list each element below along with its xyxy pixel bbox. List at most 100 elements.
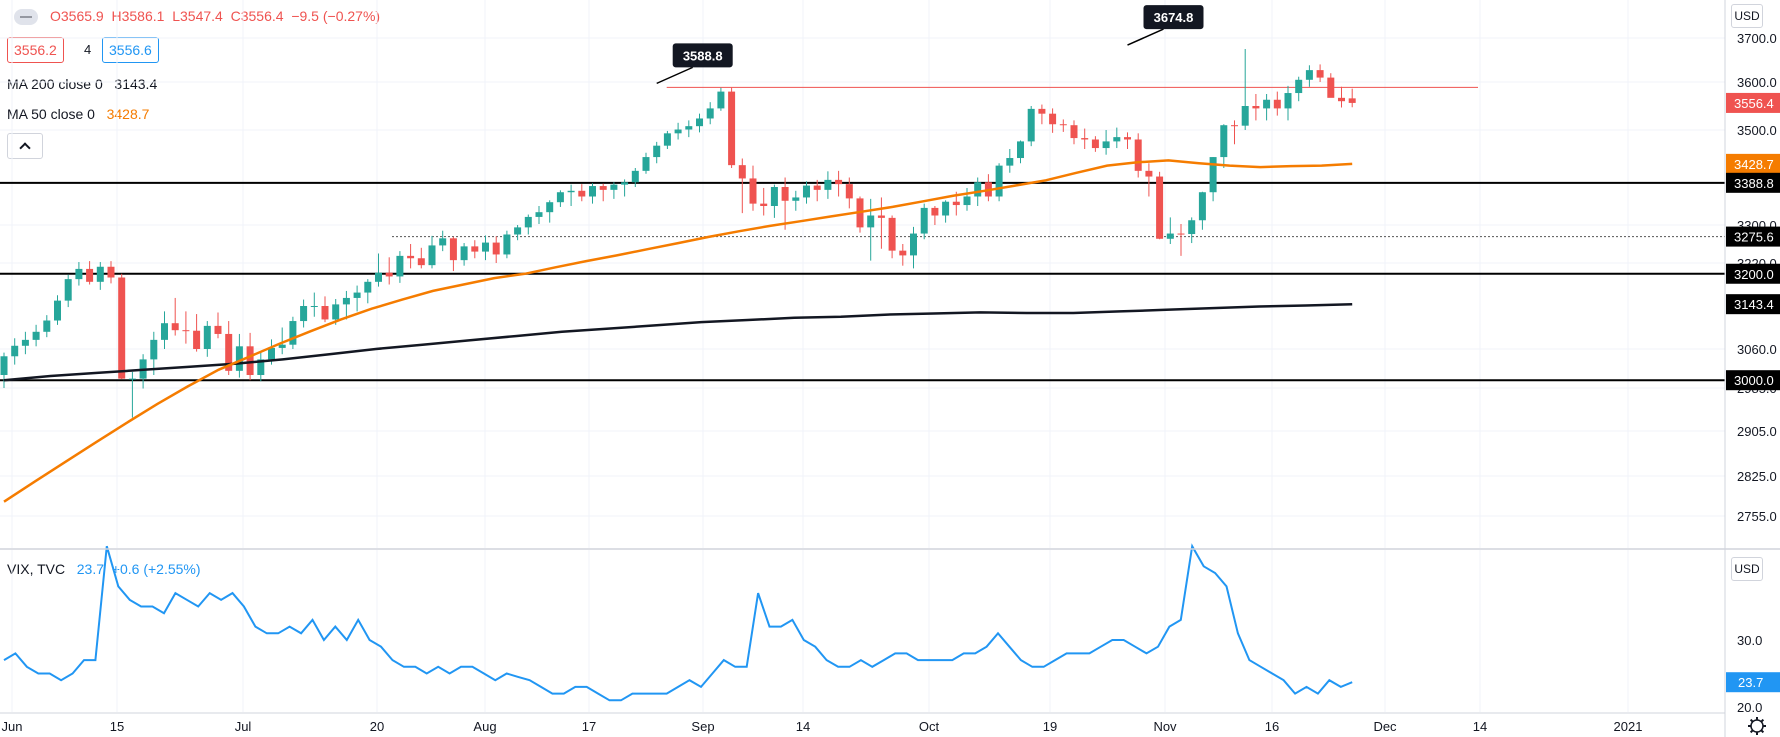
candle-body — [696, 118, 703, 127]
candle-body — [96, 266, 104, 282]
time-tick-label: 19 — [1043, 719, 1057, 734]
price-tag — [1726, 294, 1780, 315]
candle-body — [1134, 139, 1142, 171]
candle-body — [1091, 139, 1099, 149]
candle-body — [353, 292, 361, 298]
candle-body — [535, 212, 543, 217]
candle-body — [43, 320, 51, 332]
ma200-legend[interactable]: MA 200 close 0 3143.4 — [7, 76, 157, 92]
price-annotations: 3588.8 3674.8 — [656, 5, 1204, 85]
candle-body — [471, 246, 479, 252]
candle-body — [749, 178, 757, 204]
candle-body — [0, 356, 8, 375]
vix-price-tag — [1726, 672, 1780, 693]
candle-body — [813, 185, 821, 190]
ohlc-open: O3565.9 — [50, 8, 104, 24]
price-tick-label: 2825.0 — [1737, 469, 1777, 484]
ma200-value: 3143.4 — [114, 76, 158, 92]
candle-body — [1209, 157, 1217, 193]
candle-body — [257, 359, 265, 375]
currency-button[interactable]: USD — [1731, 4, 1763, 28]
candle-body — [300, 306, 308, 322]
candle-body — [963, 196, 971, 206]
annotation-label: 3674.8 — [1154, 10, 1194, 25]
candle-body — [150, 339, 158, 360]
candle-body — [342, 297, 350, 305]
ma50-label: MA 50 close 0 — [7, 106, 95, 122]
candle-body — [118, 277, 126, 379]
candle-body — [1017, 141, 1024, 159]
annotation-box — [672, 43, 733, 68]
candle-body — [310, 306, 318, 307]
vix-tick-label: 30.0 — [1737, 633, 1762, 648]
price-tick-label: 3600.0 — [1737, 75, 1777, 90]
candle-body — [685, 126, 693, 130]
legend-menu-icon[interactable] — [14, 9, 38, 25]
candle-body — [289, 321, 297, 345]
candle-body — [482, 242, 489, 252]
candle-body — [1273, 99, 1281, 109]
candle-body — [11, 345, 19, 357]
collapse-legend-button[interactable] — [7, 133, 43, 159]
candle-body — [107, 266, 115, 278]
candle-body — [1070, 125, 1078, 139]
candle-body — [717, 91, 725, 109]
grid — [0, 0, 1725, 712]
candle-body — [1338, 97, 1345, 102]
price-tag-label: 3200.0 — [1734, 267, 1774, 282]
moving-averages — [3, 159, 1353, 503]
candle-body — [621, 182, 629, 185]
candle-body — [578, 190, 586, 197]
candle-body — [514, 227, 522, 235]
candle-body — [428, 245, 436, 266]
time-tick-label: Jun — [2, 719, 23, 734]
candle-body — [1198, 192, 1206, 221]
candle-body — [760, 203, 768, 206]
settings-gear-icon[interactable] — [1748, 717, 1766, 735]
candle-body — [278, 344, 286, 348]
candle-body — [214, 325, 222, 334]
candle-body — [54, 300, 61, 321]
candle-body — [1166, 233, 1174, 239]
candlestick-series — [0, 49, 1356, 418]
candle-body — [1241, 106, 1249, 126]
candle-body — [1081, 138, 1089, 140]
candle-body — [75, 268, 83, 280]
gear-tooth — [1749, 718, 1754, 723]
candle-body — [182, 330, 190, 332]
candle-body — [246, 346, 254, 375]
candle-body — [1188, 220, 1196, 235]
candle-body — [663, 133, 671, 146]
price-tag-label: 3275.6 — [1734, 230, 1774, 245]
candle-body — [556, 192, 564, 203]
candle-body — [193, 330, 201, 349]
annotation-pointer — [1127, 28, 1164, 46]
candle-body — [546, 202, 554, 213]
candle-body — [1102, 141, 1110, 149]
candle-body — [867, 215, 875, 228]
price-tag — [1726, 172, 1780, 193]
candle-body — [610, 184, 618, 190]
candle-body — [728, 91, 736, 166]
price-tag-label: 3000.0 — [1734, 373, 1774, 388]
candle-body — [1316, 70, 1324, 78]
candle-body — [589, 186, 596, 197]
vix-scale-button[interactable]: USD — [1731, 557, 1763, 581]
candle-body — [931, 207, 939, 216]
candle-body — [32, 331, 40, 340]
time-tick-label: 2021 — [1614, 719, 1643, 734]
time-tick-label: 16 — [1265, 719, 1279, 734]
candle-body — [396, 255, 404, 277]
vix-value: 23.7 — [76, 561, 105, 577]
ohlc-legend: O3565.9 H3586.1 L3547.4 C3556.4 −9.5 (−0… — [50, 8, 380, 24]
candle-body — [364, 281, 372, 293]
candle-body — [1305, 70, 1313, 80]
candle-body — [1348, 98, 1356, 103]
price-tick-label: 3060.0 — [1737, 342, 1777, 357]
candle-body — [631, 170, 639, 183]
time-tick-label: 14 — [1473, 719, 1487, 734]
annotation-pointer — [656, 66, 694, 85]
spread-value: 4 — [84, 42, 92, 57]
candle-body — [268, 347, 275, 360]
